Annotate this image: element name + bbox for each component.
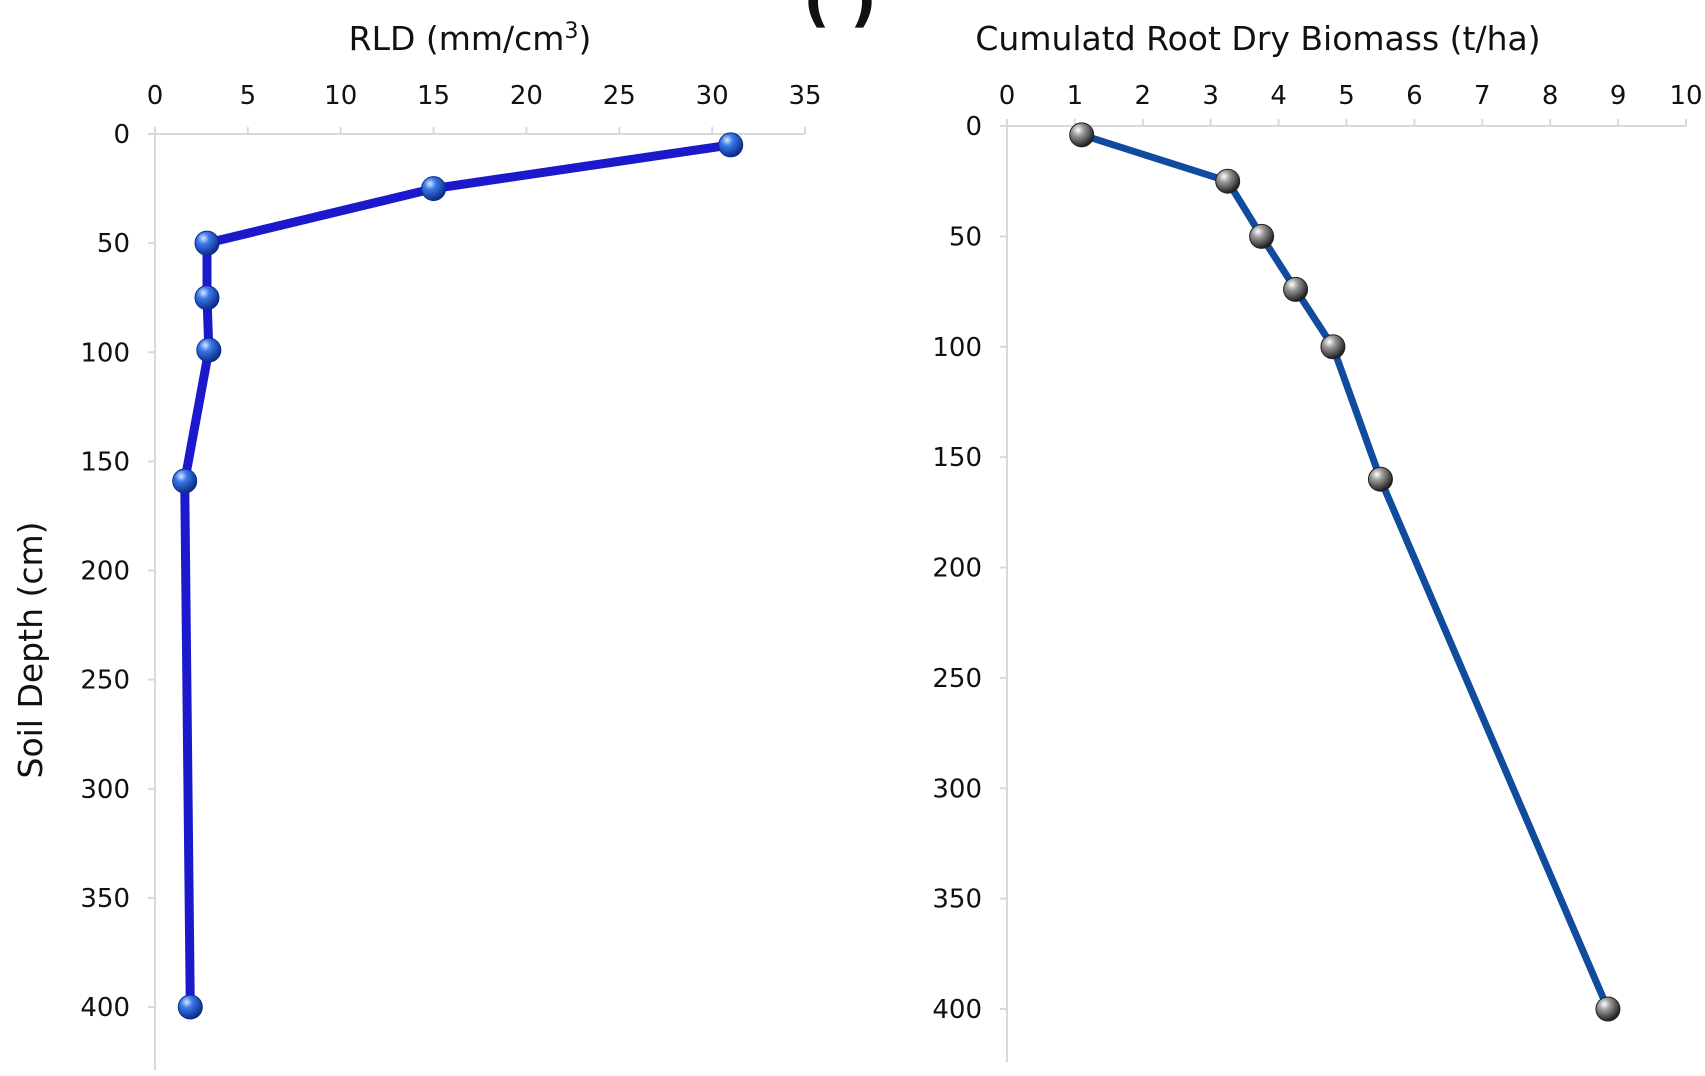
rld-x-tick-label: 15 [417, 81, 450, 111]
rld-y-tick-label: 100 [80, 338, 130, 368]
rld-x-axis-title: RLD (mm/cm3) [349, 19, 592, 58]
rld-x-tick-label: 30 [696, 81, 729, 111]
biomass-y-tick-label: 0 [965, 112, 982, 142]
biomass-x-tick-label: 2 [1135, 81, 1152, 111]
rld-data-point [421, 176, 447, 202]
rld-x-tick-label: 10 [324, 81, 357, 111]
biomass-series-line [1078, 131, 1612, 1013]
figure-title-fragment: ( ) [803, 0, 876, 34]
rld-x-tick-label: 5 [240, 81, 257, 111]
biomass-y-tick-label: 300 [932, 774, 982, 804]
rld-y-tick-label: 150 [80, 447, 130, 477]
biomass-y-tick-label: 50 [949, 222, 982, 252]
biomass-y-tick-label: 350 [932, 885, 982, 915]
rld-y-tick-label: 0 [113, 120, 130, 150]
biomass-y-tick-label: 250 [932, 664, 982, 694]
biomass-x-tick-label: 10 [1669, 81, 1702, 111]
biomass-x-tick-label: 4 [1270, 81, 1287, 111]
biomass-y-tick-label: 400 [932, 995, 982, 1025]
rld-depth-chart: RLD (mm/cm3) Soil Depth (cm) 0 5 10 15 20 25 3… [11, 19, 822, 1070]
biomass-data-point [1069, 122, 1095, 148]
root-biomass-depth-chart: Cumulatd Root Dry Biomass (t/ha) 0 1 2 3 4 5 6… [932, 19, 1703, 1062]
rld-data-point [177, 994, 203, 1020]
rld-y-tick-label: 350 [80, 884, 130, 914]
biomass-x-tick-label: 7 [1474, 81, 1491, 111]
rld-x-tick-label: 35 [788, 81, 821, 111]
biomass-x-tick-label: 3 [1202, 81, 1219, 111]
biomass-x-tick-label: 8 [1542, 81, 1559, 111]
biomass-data-point [1595, 996, 1621, 1022]
rld-data-point [718, 132, 744, 158]
rld-y-tick-label: 50 [97, 229, 130, 259]
biomass-x-axis-title: Cumulatd Root Dry Biomass (t/ha) [975, 19, 1540, 58]
rld-x-tick-label: 25 [603, 81, 636, 111]
biomass-y-tick-label: 200 [932, 554, 982, 584]
biomass-x-tick-label: 1 [1067, 81, 1084, 111]
biomass-data-point [1320, 334, 1346, 360]
biomass-data-point [1215, 168, 1241, 194]
rld-data-point [194, 230, 220, 256]
biomass-x-tick-label: 9 [1610, 81, 1627, 111]
rld-series-line [180, 140, 736, 1012]
biomass-data-point [1367, 466, 1393, 492]
biomass-y-tick-label: 150 [932, 443, 982, 473]
biomass-x-tick-label: 5 [1338, 81, 1355, 111]
biomass-data-point [1249, 223, 1275, 249]
rld-y-tick-label: 300 [80, 775, 130, 805]
biomass-x-tick-label: 0 [999, 81, 1016, 111]
rld-y-tick-label: 400 [80, 993, 130, 1023]
rld-y-tick-label: 200 [80, 557, 130, 587]
rld-data-point [196, 337, 222, 363]
rld-data-point [172, 468, 198, 494]
rld-data-point [194, 285, 220, 311]
rld-x-tick-label: 20 [510, 81, 543, 111]
rld-y-tick-label: 250 [80, 666, 130, 696]
biomass-y-tick-label: 100 [932, 333, 982, 363]
biomass-x-tick-label: 6 [1406, 81, 1423, 111]
rld-x-tick-label: 0 [147, 81, 164, 111]
biomass-data-point [1283, 276, 1309, 302]
soil-depth-y-axis-title: Soil Depth (cm) [11, 521, 50, 778]
